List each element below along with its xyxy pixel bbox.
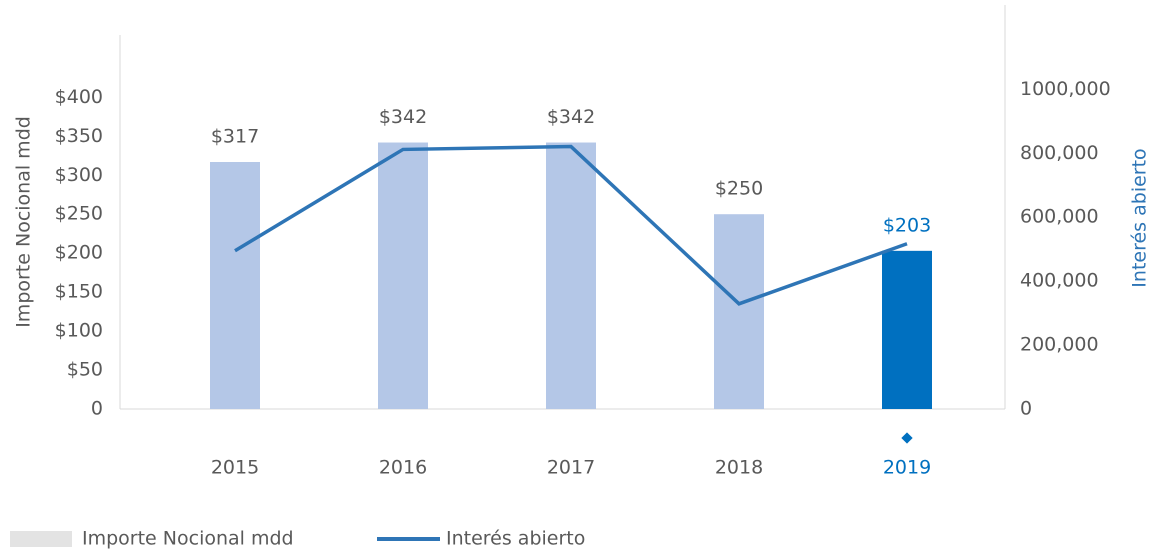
y-tick-label: $150 bbox=[55, 281, 103, 303]
bar bbox=[714, 214, 764, 409]
legend-label: Interés abierto bbox=[446, 528, 585, 550]
legend-swatch bbox=[10, 531, 72, 547]
data-label: $317 bbox=[211, 126, 259, 148]
y2-tick-label: 1000,000 bbox=[1020, 78, 1111, 100]
y-tick-label: $300 bbox=[55, 164, 103, 186]
data-label: $250 bbox=[715, 178, 763, 200]
x-tick-label: 2015 bbox=[211, 457, 259, 479]
line bbox=[234, 144, 908, 306]
y2-tick-label: 0 bbox=[1020, 398, 1032, 420]
data-label: $203 bbox=[883, 214, 931, 236]
y-tick-label: 0 bbox=[91, 398, 103, 420]
y-tick-label: $250 bbox=[55, 203, 103, 225]
y2-tick-label: 800,000 bbox=[1020, 142, 1099, 164]
y-tick-label: $350 bbox=[55, 125, 103, 147]
legend-label: Importe Nocional mdd bbox=[82, 528, 294, 550]
bar bbox=[882, 250, 932, 409]
bar bbox=[546, 142, 596, 409]
bar bbox=[378, 142, 428, 409]
y2-tick-label: 600,000 bbox=[1020, 206, 1099, 228]
y2-tick-label: 200,000 bbox=[1020, 334, 1099, 356]
y-tick-label: $200 bbox=[55, 242, 103, 264]
x-tick-label: 2016 bbox=[379, 457, 427, 479]
x-tick-label: 2018 bbox=[715, 457, 763, 479]
highlight-marker bbox=[901, 432, 913, 444]
y-axis-title: Importe Nocional mdd bbox=[13, 116, 35, 328]
y-tick-label: $100 bbox=[55, 320, 103, 342]
y2-axis-title: Interés abierto bbox=[1129, 148, 1151, 287]
x-tick-label: 2017 bbox=[547, 457, 595, 479]
bar bbox=[210, 162, 260, 409]
data-label: $342 bbox=[379, 106, 427, 128]
y-tick-label: $50 bbox=[67, 359, 103, 381]
y-tick-label: $400 bbox=[55, 86, 103, 108]
data-label: $342 bbox=[547, 106, 595, 128]
y2-tick-label: 400,000 bbox=[1020, 270, 1099, 292]
x-tick-label: 2019 bbox=[883, 457, 931, 479]
